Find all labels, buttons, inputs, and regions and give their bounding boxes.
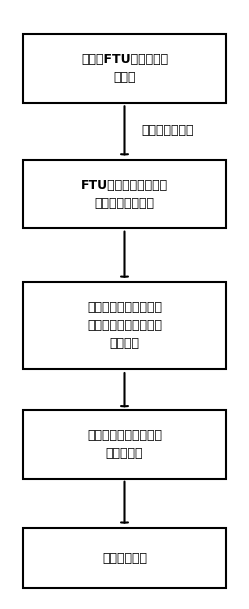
Bar [23,35,226,103]
Text: 设定各FTU故障电流检
测定值: 设定各FTU故障电流检 测定值 [81,53,168,84]
Bar [23,160,226,228]
Text: 确定故障区段: 确定故障区段 [102,552,147,565]
Bar [23,410,226,479]
Text: 检测线路上有故障电流
流过的开关: 检测线路上有故障电流 流过的开关 [87,429,162,460]
Text: FTU启动故障检测并上
报短路电流测量值: FTU启动故障检测并上 报短路电流测量值 [81,178,168,209]
Text: 配电网发生故障: 配电网发生故障 [141,124,194,137]
Bar [23,282,226,368]
Bar [23,529,226,588]
Text: 系统主站根据出口短路
电流重新设定故障电流
检测定值: 系统主站根据出口短路 电流重新设定故障电流 检测定值 [87,301,162,350]
